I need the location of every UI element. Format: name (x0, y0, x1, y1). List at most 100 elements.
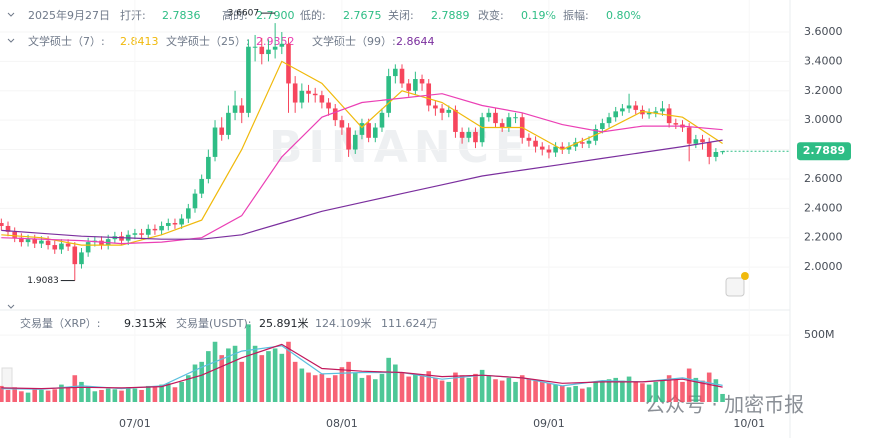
volume-bar (332, 375, 338, 402)
candle-body (453, 109, 458, 132)
volume-bar (399, 372, 405, 402)
volume-bar (593, 381, 598, 402)
volume-bar (192, 364, 198, 402)
volume-bar (239, 361, 245, 402)
volume-bar (226, 348, 231, 402)
volume-bar (553, 384, 558, 402)
candle-body (239, 105, 245, 113)
candle-body (426, 83, 432, 106)
candle-body (145, 228, 151, 235)
candle-body (159, 225, 164, 231)
volume-bar (72, 375, 78, 402)
candle-body (533, 140, 538, 147)
volume-bar (486, 375, 492, 402)
candle-body (366, 123, 371, 138)
legend-name: 文学硕士（7）: (28, 34, 105, 48)
candle-body (653, 111, 659, 113)
volume-bar (279, 353, 285, 402)
volume-bar (145, 385, 151, 402)
volume-bar (119, 390, 124, 402)
tool-button[interactable] (725, 277, 745, 297)
candle-body (332, 108, 338, 121)
header-label: 2025年9月27日 (28, 8, 110, 22)
candle-body (413, 79, 418, 91)
volume-bar (640, 383, 645, 402)
last-price-tag (797, 142, 851, 161)
volume-bar (693, 377, 699, 402)
scroll-button[interactable] (1, 367, 13, 389)
volume-bar (199, 361, 204, 402)
candle-body (99, 240, 104, 246)
volume-bar (186, 375, 191, 402)
y2-tick-label: 500M (804, 328, 835, 341)
candle-body (12, 231, 17, 238)
candle-body (433, 105, 438, 109)
candle-body (186, 208, 191, 219)
candle-body (686, 127, 692, 144)
candle-body (406, 83, 411, 91)
volume-bar (32, 388, 38, 402)
volume-bar (272, 348, 278, 402)
last-price-label: 2.7889 (803, 144, 845, 157)
volume-bar (566, 387, 572, 402)
header-value: 0.80% (606, 9, 641, 22)
header-value: 2.7675 (343, 9, 382, 22)
volume-bar (92, 391, 98, 402)
volume-bar (212, 341, 218, 402)
candle-body (640, 109, 645, 115)
candle-body (279, 43, 285, 47)
volume-bar (600, 380, 605, 402)
candle-body (52, 245, 58, 250)
volume-bar (359, 377, 365, 402)
volume-bar (720, 393, 725, 402)
header-label: 打开: (120, 8, 146, 22)
header-label: 低的: (300, 8, 326, 22)
volume-bar (292, 361, 298, 402)
volume-bar (19, 391, 24, 402)
volume-bar (706, 372, 712, 402)
volume-bar (319, 373, 325, 402)
volume-bar (466, 377, 472, 402)
candle-body (139, 233, 144, 235)
volume-bar (513, 381, 518, 402)
candle-body (466, 131, 472, 138)
x-tick-label: 07/01 (119, 417, 151, 430)
candle-body (566, 146, 572, 150)
candle-body (299, 90, 305, 103)
candle-body (79, 252, 84, 265)
volume-bar (219, 355, 225, 402)
volume-bar (339, 367, 345, 402)
volume-bar (306, 372, 311, 402)
volume-bar (59, 384, 64, 402)
y-tick-label: 3.4000 (804, 54, 843, 67)
candle-body (700, 139, 705, 143)
candle-body (660, 108, 665, 112)
candle-body (0, 223, 4, 226)
volume-bar (366, 375, 371, 402)
candle-body (559, 146, 565, 150)
volume-bar (85, 385, 91, 402)
y-tick-label: 2.6000 (804, 172, 843, 185)
x-tick-label: 08/01 (326, 417, 358, 430)
volume-bar (433, 377, 438, 402)
volume-bar (393, 364, 398, 402)
volume-bar (586, 387, 592, 402)
candle-body (379, 112, 385, 128)
candle-body (613, 111, 619, 118)
badge (741, 272, 749, 280)
volume-bar (613, 377, 619, 402)
volume-bar (165, 383, 171, 402)
candle-body (25, 239, 31, 243)
volume-bar (646, 384, 652, 402)
candle-body (352, 134, 358, 150)
volume-bar (700, 380, 705, 402)
candle-body (513, 117, 518, 119)
candle-body (206, 156, 211, 179)
candle-body (192, 193, 198, 209)
candle-body (373, 127, 378, 138)
candle-body (633, 105, 639, 110)
candle-body (673, 123, 679, 125)
candle-body (479, 117, 485, 143)
volume-bar (373, 379, 378, 402)
volume-title: 交易量（XRP）: (20, 316, 101, 330)
